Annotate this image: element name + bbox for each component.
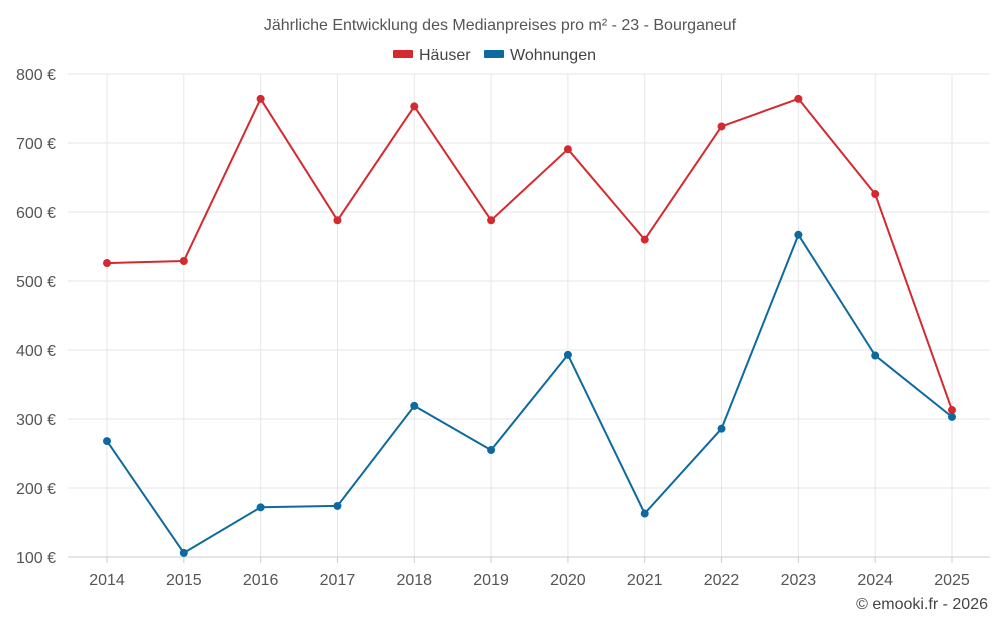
data-point-wohnungen-2025[interactable] — [948, 412, 956, 421]
x-tick-label: 2015 — [166, 572, 202, 589]
data-point-wohnungen-2020[interactable] — [563, 350, 572, 359]
y-tick-label: 200 € — [16, 481, 56, 498]
data-point-haeuser-2016[interactable] — [256, 94, 265, 103]
x-tick-label: 2016 — [243, 572, 279, 589]
data-point-wohnungen-2017[interactable] — [333, 501, 342, 510]
axes: 100 € 200 € 300 € 400 € 500 € 600 € 700 € 800 €… — [16, 67, 990, 589]
y-tick-label: 400 € — [16, 343, 56, 360]
data-point-wohnungen-2022[interactable] — [717, 424, 726, 433]
series-line-haeuser — [106, 97, 953, 411]
grid — [68, 73, 990, 557]
data-point-wohnungen-2018[interactable] — [410, 401, 419, 410]
chart-title: Jährliche Entwicklung des Medianpreises … — [264, 17, 737, 34]
data-point-haeuser-2015[interactable] — [179, 256, 188, 265]
data-point-haeuser-2020[interactable] — [563, 145, 572, 154]
series-layer — [103, 94, 956, 557]
data-point-wohnungen-2014[interactable] — [103, 437, 111, 446]
data-point-haeuser-2025[interactable] — [948, 406, 956, 415]
x-tick-label: 2018 — [396, 572, 432, 589]
legend-label-haeuser: Häuser — [419, 47, 471, 64]
legend-swatch-wohnungen — [484, 50, 504, 58]
legend: Häuser Wohnungen — [393, 47, 596, 64]
data-point-wohnungen-2015[interactable] — [179, 548, 188, 557]
y-tick-label: 800 € — [16, 67, 56, 84]
footer-credit: © emooki.fr - 2026 — [856, 596, 988, 613]
x-tick-label: 2025 — [934, 572, 970, 589]
data-point-haeuser-2014[interactable] — [103, 259, 111, 268]
x-tick-label: 2014 — [89, 572, 125, 589]
y-tick-label: 300 € — [16, 412, 56, 429]
legend-item-haeuser[interactable]: Häuser — [393, 47, 471, 64]
x-tick-label: 2023 — [781, 572, 817, 589]
y-tick-label: 100 € — [16, 550, 56, 567]
series-line-wohnungen — [106, 233, 953, 554]
data-point-wohnungen-2021[interactable] — [640, 509, 649, 518]
data-point-haeuser-2023[interactable] — [794, 94, 803, 103]
data-point-haeuser-2019[interactable] — [487, 216, 496, 225]
x-tick-label: 2022 — [704, 572, 740, 589]
data-point-haeuser-2024[interactable] — [871, 190, 880, 199]
y-tick-label: 700 € — [16, 136, 56, 153]
data-point-haeuser-2021[interactable] — [640, 235, 649, 244]
x-tick-label: 2024 — [857, 572, 893, 589]
data-point-wohnungen-2024[interactable] — [871, 351, 880, 360]
data-point-wohnungen-2023[interactable] — [794, 230, 803, 239]
legend-swatch-haeuser — [393, 50, 413, 58]
y-tick-label: 500 € — [16, 274, 56, 291]
y-tick-label: 600 € — [16, 205, 56, 222]
data-point-haeuser-2022[interactable] — [717, 122, 726, 131]
x-tick-label: 2019 — [473, 572, 509, 589]
data-point-wohnungen-2019[interactable] — [487, 446, 496, 455]
x-tick-label: 2021 — [627, 572, 663, 589]
data-point-haeuser-2017[interactable] — [333, 216, 342, 225]
data-point-haeuser-2018[interactable] — [410, 102, 419, 111]
legend-label-wohnungen: Wohnungen — [510, 47, 596, 64]
x-tick-label: 2020 — [550, 572, 586, 589]
data-point-wohnungen-2016[interactable] — [256, 503, 265, 512]
legend-item-wohnungen[interactable]: Wohnungen — [484, 47, 596, 64]
x-tick-label: 2017 — [320, 572, 356, 589]
